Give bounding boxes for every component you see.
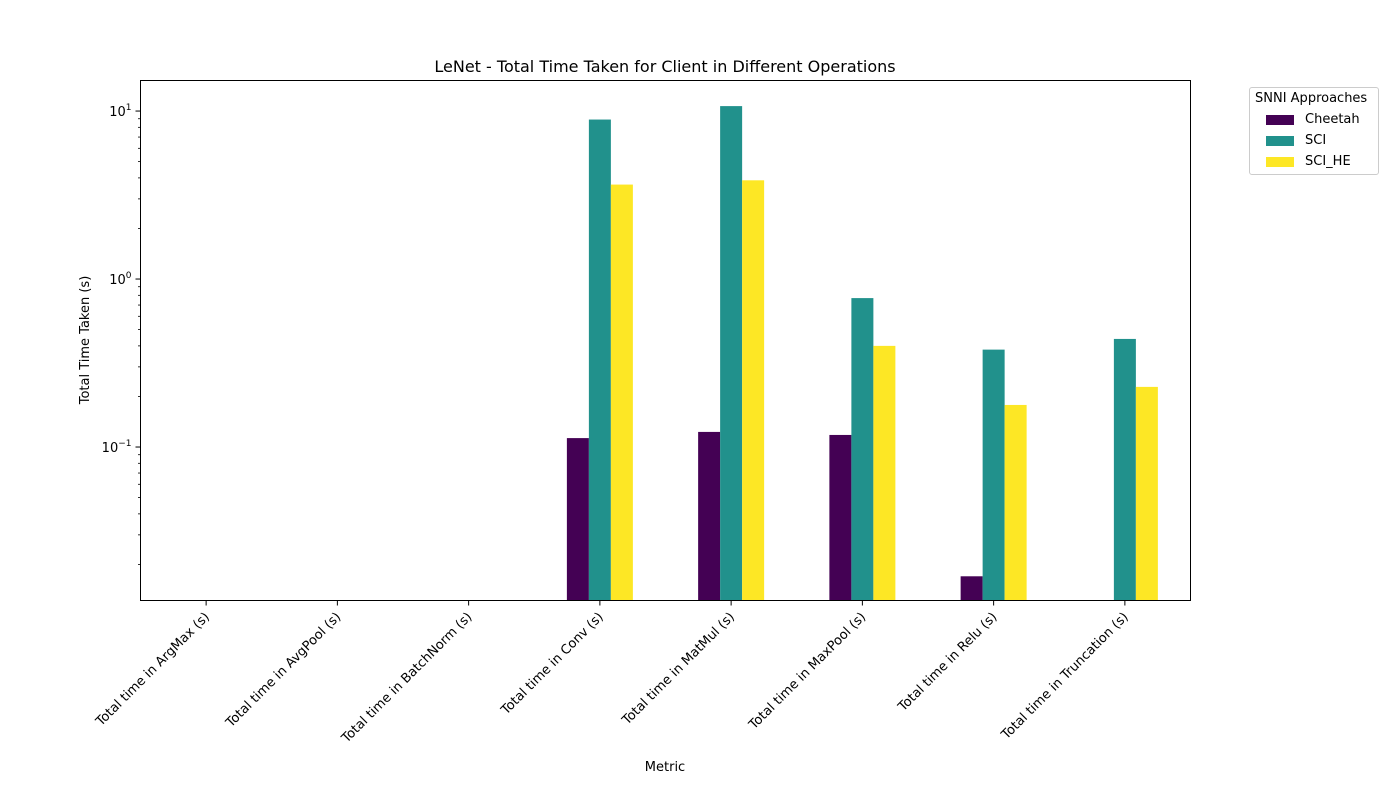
bar-sci-4 <box>720 106 743 601</box>
bars-group <box>566 106 1158 601</box>
legend-item-sci: SCI <box>1250 133 1380 149</box>
bar-cheetah-5 <box>829 434 852 601</box>
x-axis-label: Metric <box>645 760 685 775</box>
legend-label-cheetah: Cheetah <box>1305 112 1360 127</box>
bar-sci-3 <box>588 119 611 601</box>
x-tick-label-7: Total time in Truncation (s) <box>998 610 1132 744</box>
bar-sci-6 <box>982 349 1005 601</box>
legend-item-cheetah: Cheetah <box>1250 112 1380 128</box>
x-tick-label-4: Total time in MatMul (s) <box>619 610 738 729</box>
x-tick-label-1: Total time in AvgPool (s) <box>223 610 345 732</box>
bar-sci-he-7 <box>1135 386 1158 601</box>
legend-label-sci: SCI <box>1305 133 1327 148</box>
x-tick-label-2: Total time in BatchNorm (s) <box>338 610 475 747</box>
bar-cheetah-6 <box>960 576 983 601</box>
chart-title: LeNet - Total Time Taken for Client in D… <box>434 57 895 76</box>
legend-swatch-cheetah <box>1266 115 1294 125</box>
bar-sci-5 <box>851 298 874 601</box>
x-tick-label-5: Total time in MaxPool (s) <box>746 610 870 734</box>
bar-sci-he-6 <box>1004 404 1027 601</box>
y-tick-label-1: 100 <box>109 271 132 288</box>
legend-swatch-sci-he <box>1266 157 1294 167</box>
bar-sci-he-5 <box>873 345 896 601</box>
y-tick-label-0: 10−1 <box>102 439 132 456</box>
legend-label-sci-he: SCI_HE <box>1305 154 1351 169</box>
y-tick-label-2: 101 <box>109 103 131 120</box>
x-tick-label-0: Total time in ArgMax (s) <box>93 610 213 730</box>
y-axis-label: Total Time Taken (s) <box>78 276 93 406</box>
legend-item-sci-he: SCI_HE <box>1250 154 1380 170</box>
plot-frame <box>140 80 1191 601</box>
bar-sci-7 <box>1113 338 1136 601</box>
y-axis: 10−1 100 101 <box>102 103 141 565</box>
legend-title: SNNI Approaches <box>1255 91 1368 106</box>
bar-sci-he-3 <box>610 184 633 601</box>
x-axis: Total time in ArgMax (s) Total time in Av… <box>93 600 1132 747</box>
bar-cheetah-4 <box>698 431 721 601</box>
x-tick-label-6: Total time in Relu (s) <box>895 610 1001 716</box>
legend: SNNI Approaches Cheetah SCI SCI_HE <box>1249 87 1379 175</box>
x-tick-label-3: Total time in Conv (s) <box>498 610 607 719</box>
legend-swatch-sci <box>1266 136 1294 146</box>
bar-cheetah-3 <box>566 438 589 601</box>
bar-sci-he-4 <box>742 180 765 601</box>
